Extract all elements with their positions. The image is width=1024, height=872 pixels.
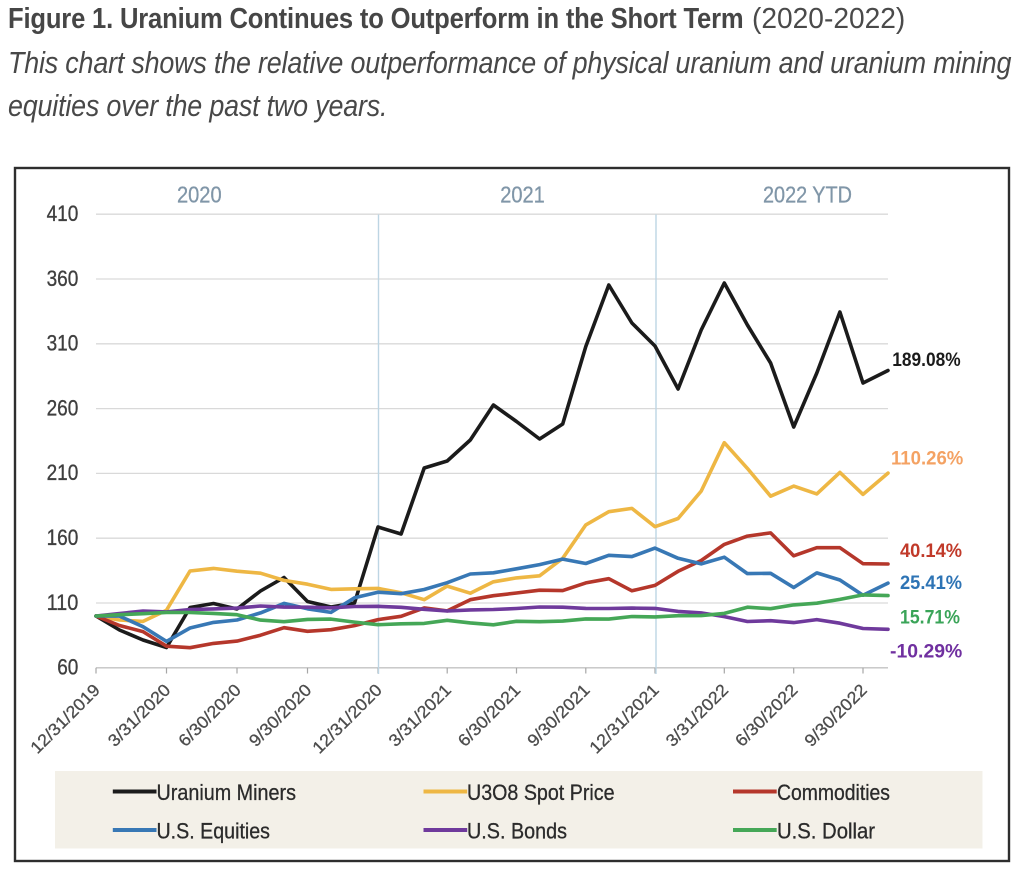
svg-text:-10.29%: -10.29% [890,642,962,663]
svg-text:40.14%: 40.14% [900,541,962,562]
svg-text:210: 210 [47,460,79,485]
svg-text:U.S. Bonds: U.S. Bonds [467,819,567,844]
svg-text:110.26%: 110.26% [891,449,963,470]
svg-text:U3O8 Spot Price: U3O8 Spot Price [467,780,615,805]
svg-text:Commodities: Commodities [777,780,890,805]
svg-text:260: 260 [47,395,79,420]
svg-text:60: 60 [57,655,78,680]
svg-text:360: 360 [47,266,79,291]
svg-text:Uranium Miners: Uranium Miners [157,780,297,805]
svg-text:2022 YTD: 2022 YTD [763,182,852,208]
svg-text:189.08%: 189.08% [892,350,960,371]
svg-text:U.S. Equities: U.S. Equities [157,819,271,844]
svg-text:2020: 2020 [177,182,222,208]
svg-text:15.71%: 15.71% [900,608,960,629]
svg-text:2021: 2021 [500,182,545,208]
svg-text:410: 410 [47,201,79,226]
svg-text:U.S. Dollar: U.S. Dollar [777,819,875,844]
svg-text:160: 160 [47,525,79,550]
svg-text:25.41%: 25.41% [900,573,962,594]
svg-text:310: 310 [47,331,79,356]
svg-text:110: 110 [47,590,79,615]
